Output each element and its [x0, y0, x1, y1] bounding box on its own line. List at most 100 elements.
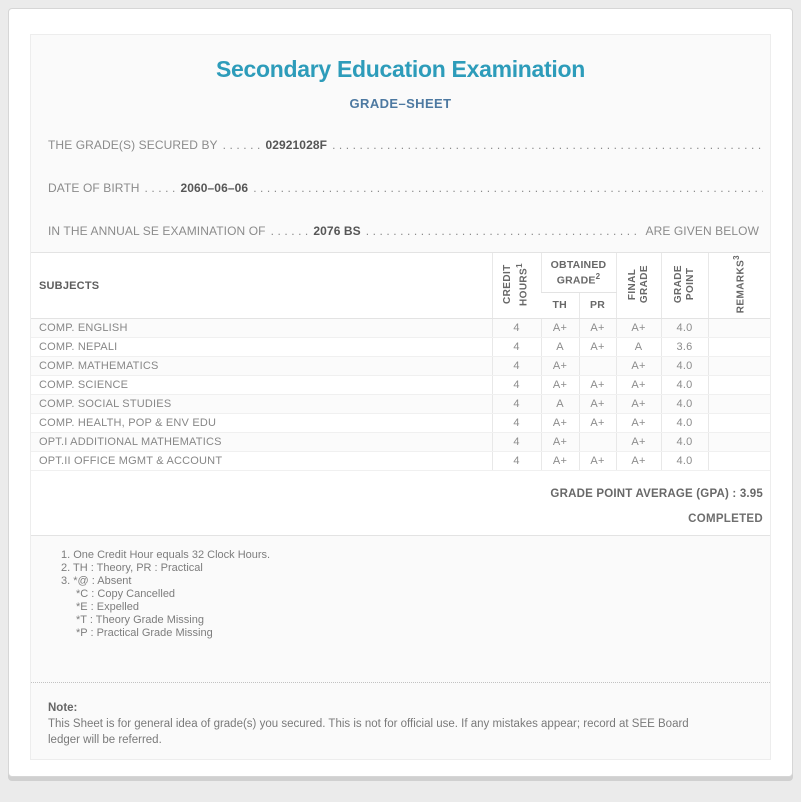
- note-title: Note:: [48, 702, 78, 715]
- column-header-grade-point: GRADE POINT: [660, 253, 708, 320]
- leader-dots: . . . . . .: [222, 137, 261, 152]
- footnote-line: *P : Practical Grade Missing: [76, 627, 213, 640]
- final-grade-cell: A+: [615, 318, 661, 339]
- th-grade-cell: A+: [540, 432, 579, 453]
- column-header-credit-hours: CREDIT HOURS1: [491, 253, 541, 320]
- info-line-secured-by: THE GRADE(S) SECURED BY . . . . . . 0292…: [31, 123, 770, 166]
- summary-block: GRADE POINT AVERAGE (GPA) : 3.95 COMPLET…: [31, 471, 770, 535]
- grade-point-cell: 4.0: [660, 318, 708, 339]
- credit-cell: 4: [491, 432, 541, 453]
- note-body: This Sheet is for general idea of grade(…: [48, 718, 689, 747]
- grade-point-cell: 4.0: [660, 375, 708, 396]
- info-line-examination-year: IN THE ANNUAL SE EXAMINATION OF . . . . …: [31, 209, 770, 252]
- footnote-marker-1: 1: [515, 262, 525, 268]
- grade-point-cell: 4.0: [660, 394, 708, 415]
- th-grade-cell: A+: [540, 318, 579, 339]
- column-header-pr: PR: [578, 292, 616, 320]
- grade-point-cell: 4.0: [660, 451, 708, 472]
- footnote-line: 1. One Credit Hour equals 32 Clock Hours…: [61, 549, 271, 562]
- remarks-cell: [707, 375, 770, 396]
- date-of-birth-value: 2060–06–06: [180, 180, 249, 195]
- remarks-cell: [707, 432, 770, 453]
- grade-point-cell: 4.0: [660, 356, 708, 377]
- subject-cell: COMP. MATHEMATICS: [31, 356, 492, 377]
- subject-cell: COMP. HEALTH, POP & ENV EDU: [31, 413, 492, 434]
- subject-cell: OPT.I ADDITIONAL MATHEMATICS: [31, 432, 492, 453]
- remarks-cell: [707, 337, 770, 358]
- info-line-date-of-birth: DATE OF BIRTH . . . . . 2060–06–06 . . .…: [31, 166, 770, 209]
- table-row: COMP. SCIENCE 4 A+ A+ A+ 4.0: [31, 375, 770, 396]
- table-row: COMP. MATHEMATICS 4 A+ A+ 4.0: [31, 356, 770, 377]
- grades-table-block: SUBJECTS CREDIT HOURS1 OBTAINED GRADE2 FIN…: [31, 252, 770, 537]
- subject-cell: COMP. SOCIAL STUDIES: [31, 394, 492, 415]
- examination-year-value: 2076 BS: [313, 223, 361, 238]
- final-grade-cell: A: [615, 337, 661, 358]
- gpa-value: GRADE POINT AVERAGE (GPA) : 3.95: [550, 488, 763, 501]
- info-lines: THE GRADE(S) SECURED BY . . . . . . 0292…: [31, 123, 770, 252]
- page-subtitle: GRADE–SHEET: [349, 96, 452, 111]
- remarks-cell: [707, 413, 770, 434]
- date-of-birth-label: DATE OF BIRTH: [48, 180, 140, 195]
- page-title: Secondary Education Examination: [215, 56, 585, 82]
- pr-grade-cell: A+: [578, 318, 616, 339]
- th-grade-cell: A: [540, 337, 579, 358]
- table-row: COMP. HEALTH, POP & ENV EDU 4 A+ A+ A+ 4…: [31, 413, 770, 434]
- leader-dots-fill: . . . . . . . . . . . . . . . . . . . . …: [332, 137, 763, 152]
- footnote-line: *E : Expelled: [76, 601, 139, 614]
- final-grade-cell: A+: [615, 413, 661, 434]
- footnote-line: 2. TH : Theory, PR : Practical: [61, 562, 203, 575]
- pr-grade-cell: A+: [578, 337, 616, 358]
- subject-cell: OPT.II OFFICE MGMT & ACCOUNT: [31, 451, 492, 472]
- column-header-remarks: REMARKS3: [707, 253, 770, 320]
- credit-cell: 4: [491, 451, 541, 472]
- footnote-line: 3. *@ : Absent: [61, 575, 132, 588]
- th-grade-cell: A+: [540, 356, 579, 377]
- footnotes: 1. One Credit Hour equals 32 Clock Hours…: [61, 549, 770, 640]
- final-grade-cell: A+: [615, 375, 661, 396]
- grade-point-cell: 3.6: [660, 337, 708, 358]
- credit-cell: 4: [491, 356, 541, 377]
- grade-sheet-panel: Secondary Education Examination GRADE–SH…: [30, 34, 771, 760]
- remarks-cell: [707, 394, 770, 415]
- final-grade-cell: A+: [615, 356, 661, 377]
- secured-by-label: THE GRADE(S) SECURED BY: [48, 137, 218, 152]
- th-grade-cell: A+: [540, 451, 579, 472]
- table-row: COMP. SOCIAL STUDIES 4 A A+ A+ 4.0: [31, 394, 770, 415]
- grades-table-header: SUBJECTS CREDIT HOURS1 OBTAINED GRADE2 FIN…: [31, 253, 770, 320]
- credit-cell: 4: [491, 375, 541, 396]
- th-grade-cell: A+: [540, 375, 579, 396]
- result-card: Secondary Education Examination GRADE–SH…: [8, 8, 793, 777]
- column-header-final-grade: FINAL GRADE: [615, 253, 661, 320]
- pr-grade-cell: [578, 432, 616, 453]
- remarks-cell: [707, 356, 770, 377]
- pr-grade-cell: A+: [578, 413, 616, 434]
- footnote-line: *T : Theory Grade Missing: [76, 614, 204, 627]
- column-header-subjects: SUBJECTS: [31, 253, 492, 320]
- column-header-obtained-grade: OBTAINED GRADE2: [540, 253, 616, 293]
- are-given-below-text: ARE GIVEN BELOW: [645, 223, 759, 238]
- subject-cell: COMP. ENGLISH: [31, 318, 492, 339]
- table-row: OPT.II OFFICE MGMT & ACCOUNT 4 A+ A+ A+ …: [31, 451, 770, 472]
- leader-dots-fill: . . . . . . . . . . . . . . . . . . . . …: [253, 180, 763, 195]
- symbol-number-value: 02921028F: [265, 137, 328, 152]
- table-row: COMP. NEPALI 4 A A+ A 3.6: [31, 337, 770, 358]
- pr-grade-cell: A+: [578, 375, 616, 396]
- th-grade-cell: A+: [540, 413, 579, 434]
- leader-dots-fill: . . . . . . . . . . . . . . . . . . . . …: [365, 223, 641, 238]
- subject-cell: COMP. NEPALI: [31, 337, 492, 358]
- footnote-marker-3: 3: [732, 255, 742, 260]
- leader-dots: . . . . .: [144, 180, 176, 195]
- dotted-divider: [31, 682, 770, 684]
- footnote-marker-2: 2: [595, 271, 601, 281]
- final-grade-cell: A+: [615, 451, 661, 472]
- th-grade-cell: A: [540, 394, 579, 415]
- grade-point-cell: 4.0: [660, 432, 708, 453]
- credit-cell: 4: [491, 318, 541, 339]
- pr-grade-cell: [578, 356, 616, 377]
- examination-year-label: IN THE ANNUAL SE EXAMINATION OF: [48, 223, 266, 238]
- credit-cell: 4: [491, 394, 541, 415]
- grades-table-body: COMP. ENGLISH 4 A+ A+ A+ 4.0 COMP. NEPAL…: [31, 318, 770, 472]
- grades-table: SUBJECTS CREDIT HOURS1 OBTAINED GRADE2 FIN…: [31, 253, 770, 472]
- status-completed: COMPLETED: [688, 513, 763, 526]
- table-row: COMP. ENGLISH 4 A+ A+ A+ 4.0: [31, 318, 770, 339]
